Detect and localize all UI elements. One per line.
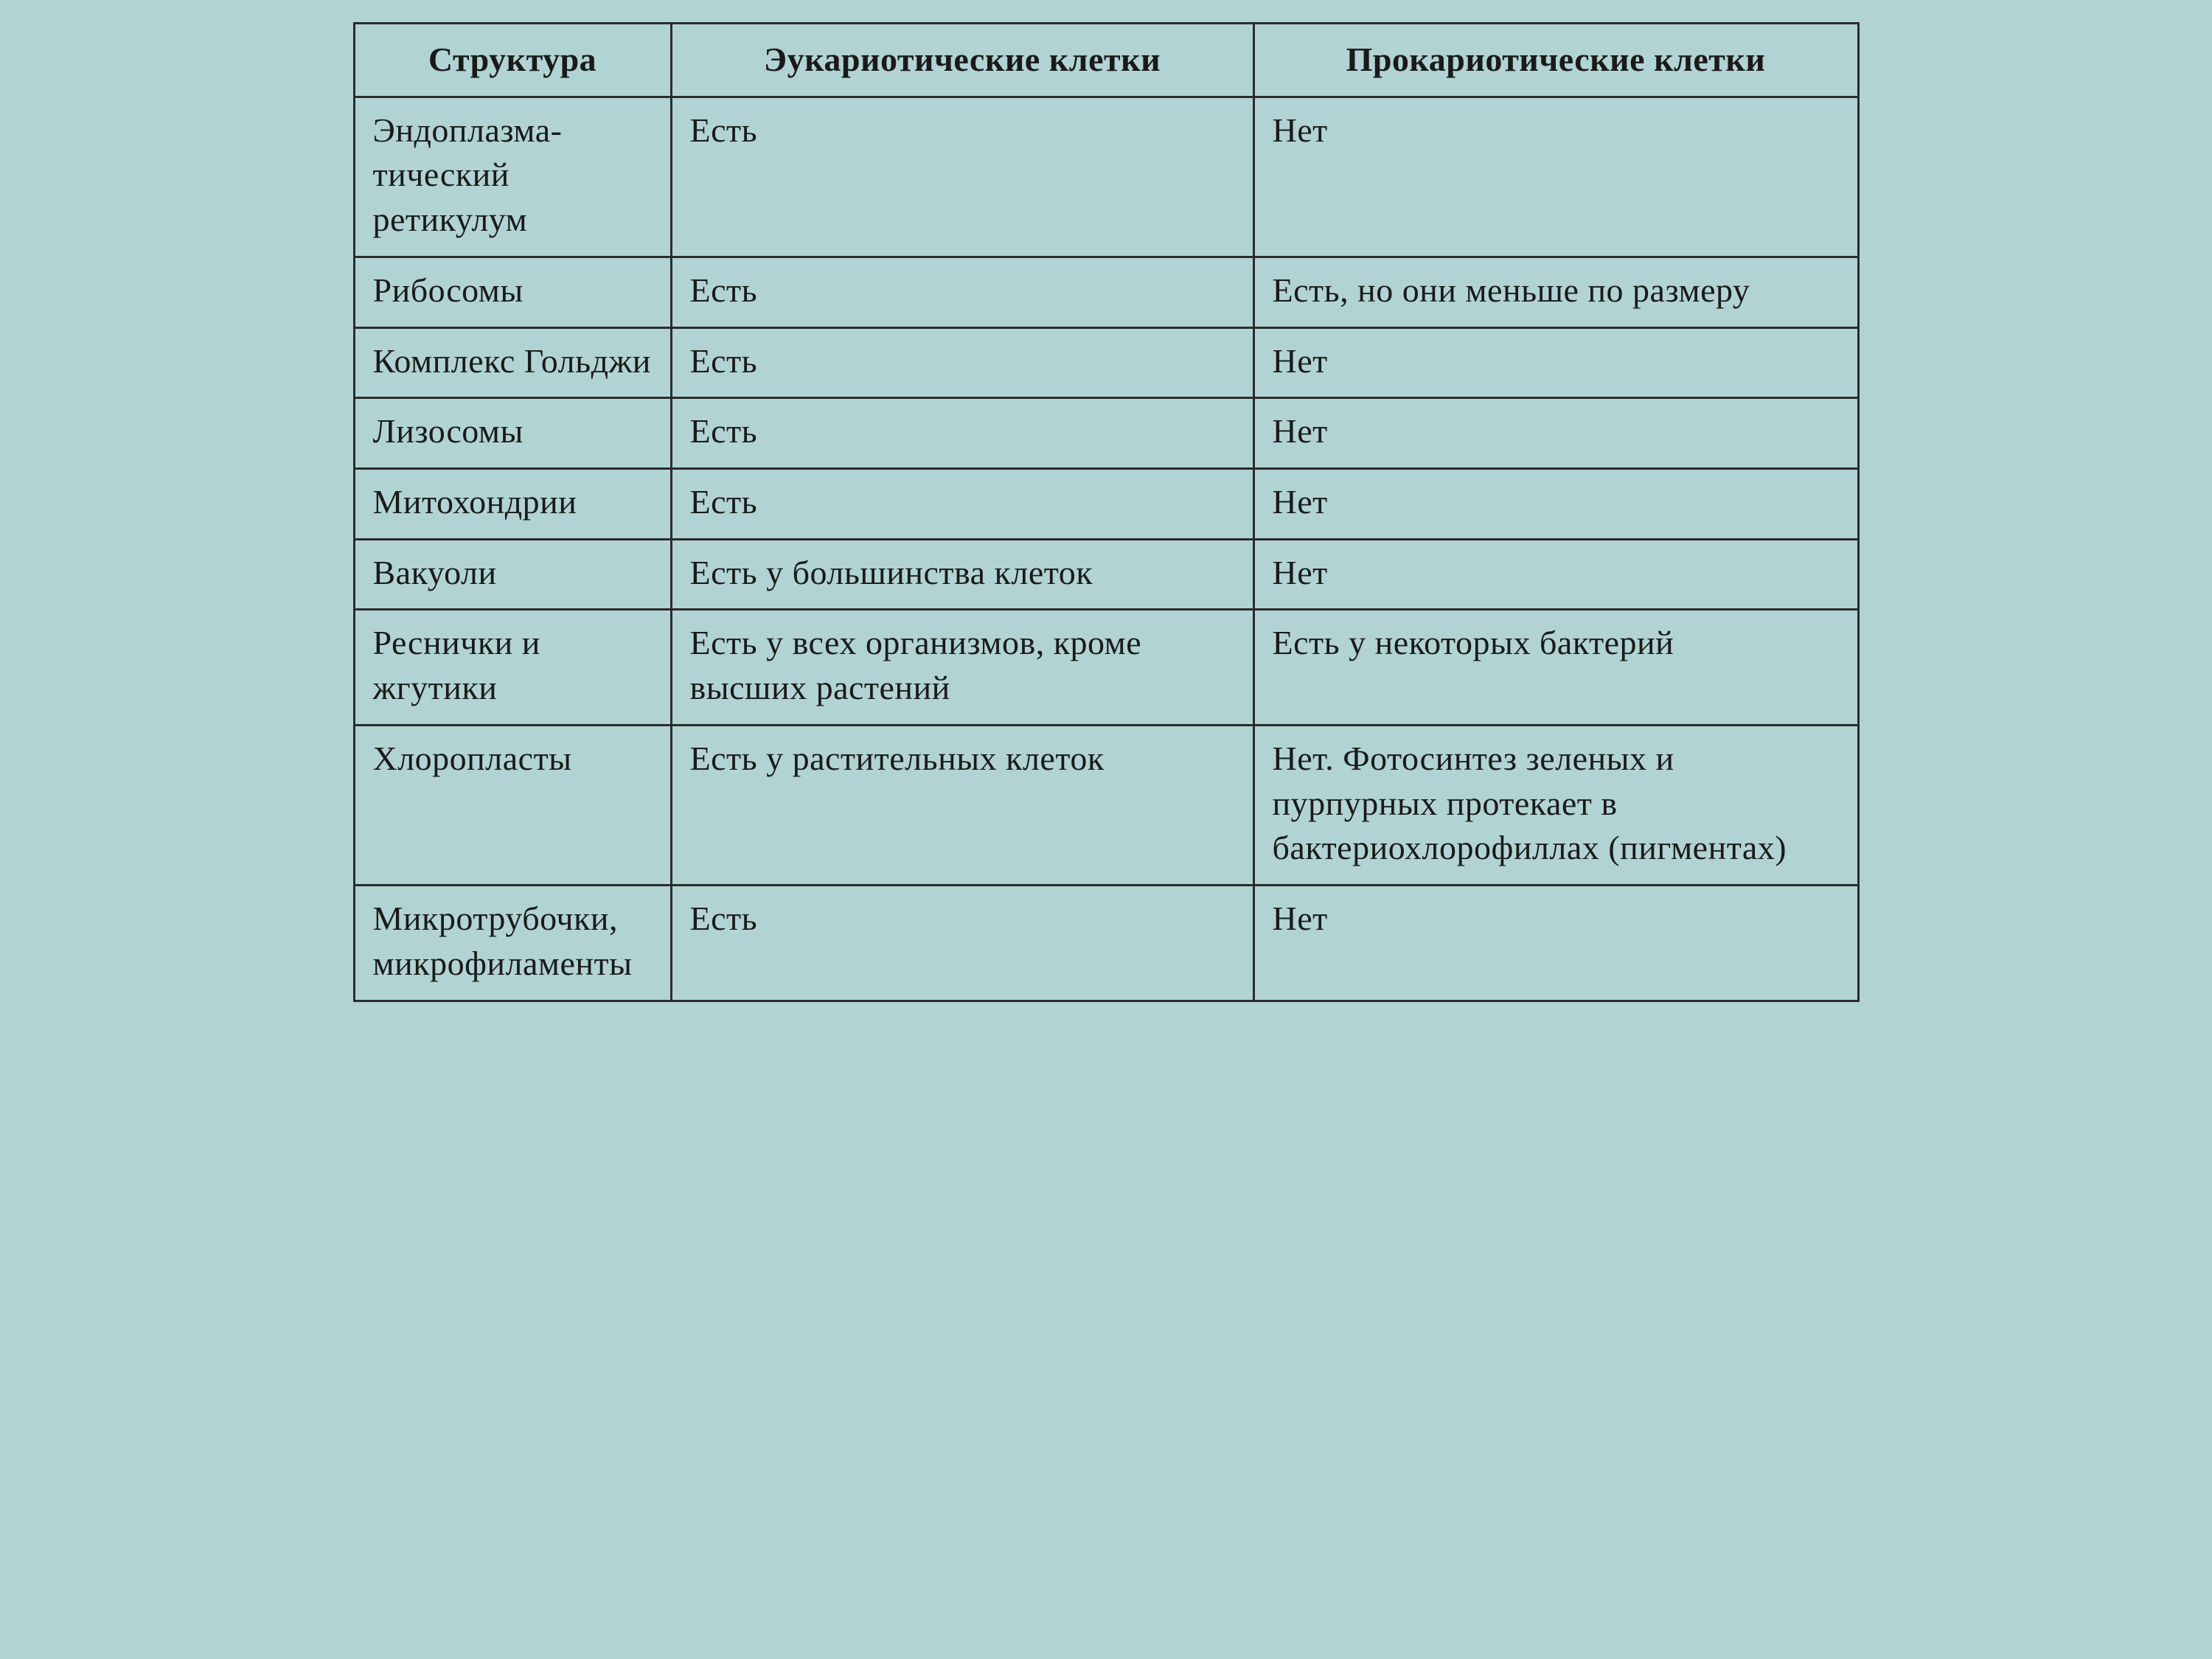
page-container: Структура Эукариотические клетки Прокари…: [0, 0, 2212, 1659]
cell-eukaryotic: Есть: [671, 886, 1253, 1001]
table-row: Микротру­бочки, микрофила­менты Есть Нет: [354, 886, 1858, 1001]
cell-prokaryotic: Нет. Фотосинтез зеле­ных и пурпурных про…: [1253, 725, 1858, 885]
cell-prokaryotic: Есть у некоторых бакте­рий: [1253, 610, 1858, 725]
cell-structure: Реснички и жгутики: [354, 610, 671, 725]
cell-prokaryotic: Есть, но они меньше по размеру: [1253, 257, 1858, 327]
table-row: Эндоплазма­тический ретикулум Есть Нет: [354, 97, 1858, 257]
col-header-prokaryotic: Прокариотические клетки: [1253, 24, 1858, 97]
cell-structure: Эндоплазма­тический ретикулум: [354, 97, 671, 257]
cell-eukaryotic: Есть: [671, 398, 1253, 469]
cell-eukaryotic: Есть: [671, 469, 1253, 540]
table-row: Хлоро­пласты Есть у растительных кле­ток…: [354, 725, 1858, 885]
table-row: Комплекс Гольджи Есть Нет: [354, 327, 1858, 398]
cell-eukaryotic: Есть: [671, 97, 1253, 257]
cell-eukaryotic: Есть у большинства кле­ток: [671, 539, 1253, 610]
cell-eukaryotic: Есть: [671, 257, 1253, 327]
cell-prokaryotic: Нет: [1253, 469, 1858, 540]
table-header-row: Структура Эукариотические клетки Прокари…: [354, 24, 1858, 97]
cell-prokaryotic: Нет: [1253, 97, 1858, 257]
cell-comparison-table: Структура Эукариотические клетки Прокари…: [353, 22, 1860, 1002]
cell-structure: Хлоро­пласты: [354, 725, 671, 885]
cell-structure: Митохонд­рии: [354, 469, 671, 540]
col-header-eukaryotic: Эукариотические клетки: [671, 24, 1253, 97]
cell-eukaryotic: Есть у растительных кле­ток: [671, 725, 1253, 885]
cell-prokaryotic: Нет: [1253, 539, 1858, 610]
cell-structure: Рибосомы: [354, 257, 671, 327]
cell-structure: Микротру­бочки, микрофила­менты: [354, 886, 671, 1001]
cell-prokaryotic: Нет: [1253, 886, 1858, 1001]
cell-eukaryotic: Есть у всех организмов, кроме высших рас…: [671, 610, 1253, 725]
cell-structure: Лизосомы: [354, 398, 671, 469]
cell-structure: Вакуоли: [354, 539, 671, 610]
cell-structure: Комплекс Гольджи: [354, 327, 671, 398]
table-row: Рибосомы Есть Есть, но они меньше по раз…: [354, 257, 1858, 327]
table-row: Лизосомы Есть Нет: [354, 398, 1858, 469]
table-row: Вакуоли Есть у большинства кле­ток Нет: [354, 539, 1858, 610]
cell-prokaryotic: Нет: [1253, 327, 1858, 398]
cell-eukaryotic: Есть: [671, 327, 1253, 398]
table-row: Митохонд­рии Есть Нет: [354, 469, 1858, 540]
col-header-structure: Структура: [354, 24, 671, 97]
cell-prokaryotic: Нет: [1253, 398, 1858, 469]
table-row: Реснички и жгутики Есть у всех организмо…: [354, 610, 1858, 725]
